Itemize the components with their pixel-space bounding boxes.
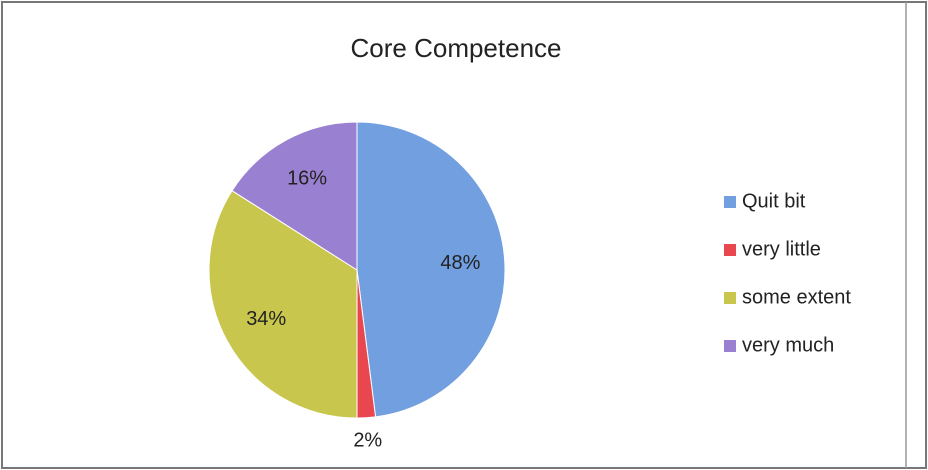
data-label: 48% xyxy=(440,252,480,274)
pie-slice xyxy=(208,190,358,419)
data-label: 34% xyxy=(246,308,286,330)
data-label: 2% xyxy=(353,430,382,452)
legend-swatch xyxy=(724,340,736,352)
legend-swatch xyxy=(724,196,736,208)
pie-slice xyxy=(231,121,358,271)
chart-title: Core Competence xyxy=(351,33,562,63)
legend-swatch xyxy=(724,292,736,304)
legend-label: some extent xyxy=(742,286,851,308)
pie-slice xyxy=(356,121,506,418)
legend-label: very little xyxy=(742,238,821,260)
legend-label: Quit bit xyxy=(742,190,806,212)
legend-swatch xyxy=(724,244,736,256)
legend-label: very much xyxy=(742,334,834,356)
data-label: 16% xyxy=(287,167,327,189)
